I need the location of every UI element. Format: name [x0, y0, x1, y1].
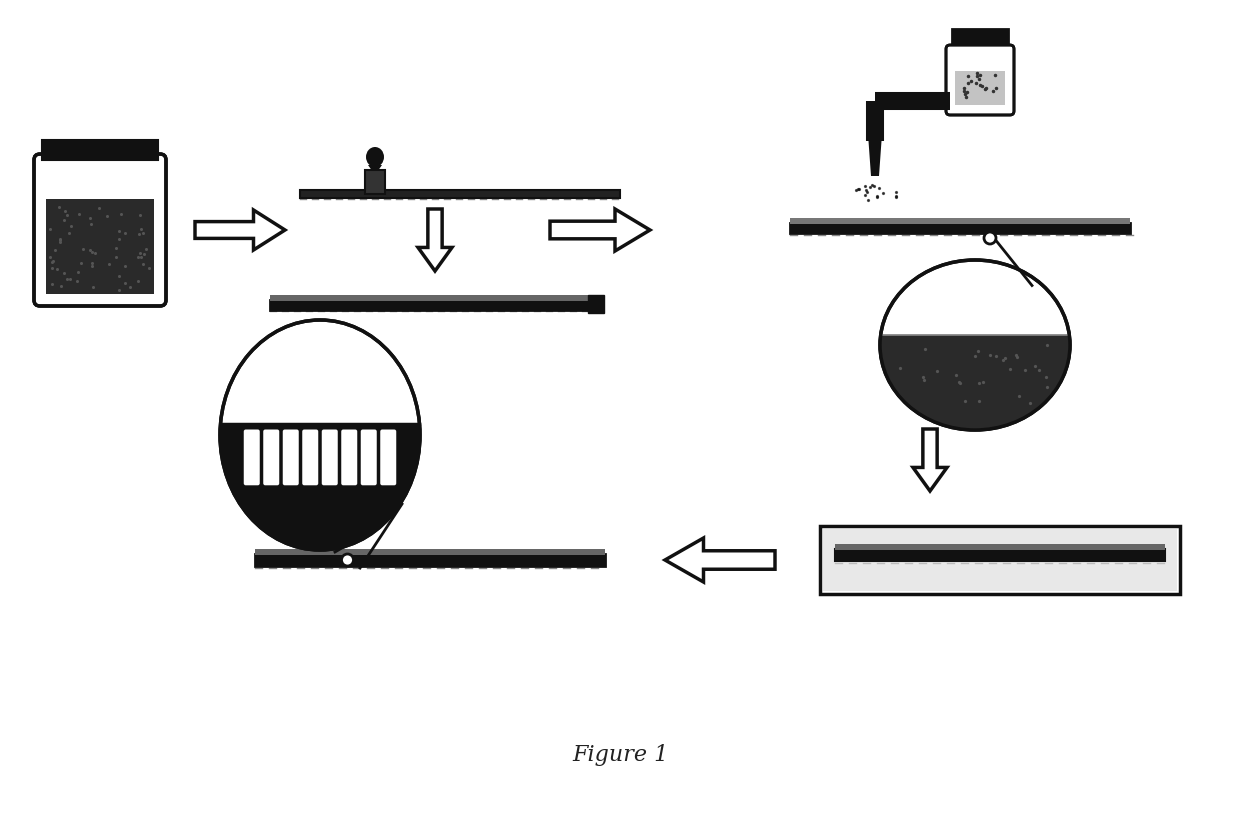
Text: Figure 1: Figure 1 — [572, 744, 668, 766]
FancyBboxPatch shape — [303, 430, 319, 485]
Bar — [952, 29, 1008, 49]
Polygon shape — [868, 141, 882, 176]
Bar — [270, 300, 590, 310]
Circle shape — [341, 554, 353, 566]
Bar — [255, 554, 605, 566]
Polygon shape — [418, 209, 453, 271]
Polygon shape — [665, 538, 775, 582]
Bar — [46, 199, 154, 294]
Polygon shape — [219, 423, 420, 550]
Polygon shape — [913, 429, 947, 491]
FancyBboxPatch shape — [381, 430, 397, 485]
FancyBboxPatch shape — [361, 430, 377, 485]
FancyBboxPatch shape — [321, 430, 337, 485]
Polygon shape — [880, 335, 1070, 430]
Ellipse shape — [219, 320, 420, 550]
Circle shape — [985, 232, 996, 244]
FancyBboxPatch shape — [263, 430, 279, 485]
Bar — [300, 190, 620, 198]
Ellipse shape — [880, 260, 1070, 430]
Bar — [823, 529, 1177, 591]
FancyBboxPatch shape — [33, 154, 166, 306]
FancyBboxPatch shape — [283, 430, 299, 485]
Bar — [255, 549, 605, 555]
Ellipse shape — [366, 147, 384, 167]
FancyBboxPatch shape — [244, 430, 259, 485]
Bar — [820, 526, 1180, 594]
Bar — [955, 71, 1004, 105]
Bar — [365, 170, 384, 194]
Polygon shape — [195, 210, 285, 250]
Bar — [42, 140, 157, 160]
Bar — [270, 295, 590, 301]
Polygon shape — [368, 165, 382, 175]
Bar — [835, 549, 1166, 561]
Bar — [835, 544, 1166, 550]
Bar — [588, 295, 604, 313]
FancyBboxPatch shape — [946, 45, 1014, 115]
Bar — [790, 223, 1130, 233]
FancyBboxPatch shape — [341, 430, 357, 485]
Bar — [790, 218, 1130, 224]
Polygon shape — [551, 209, 650, 251]
